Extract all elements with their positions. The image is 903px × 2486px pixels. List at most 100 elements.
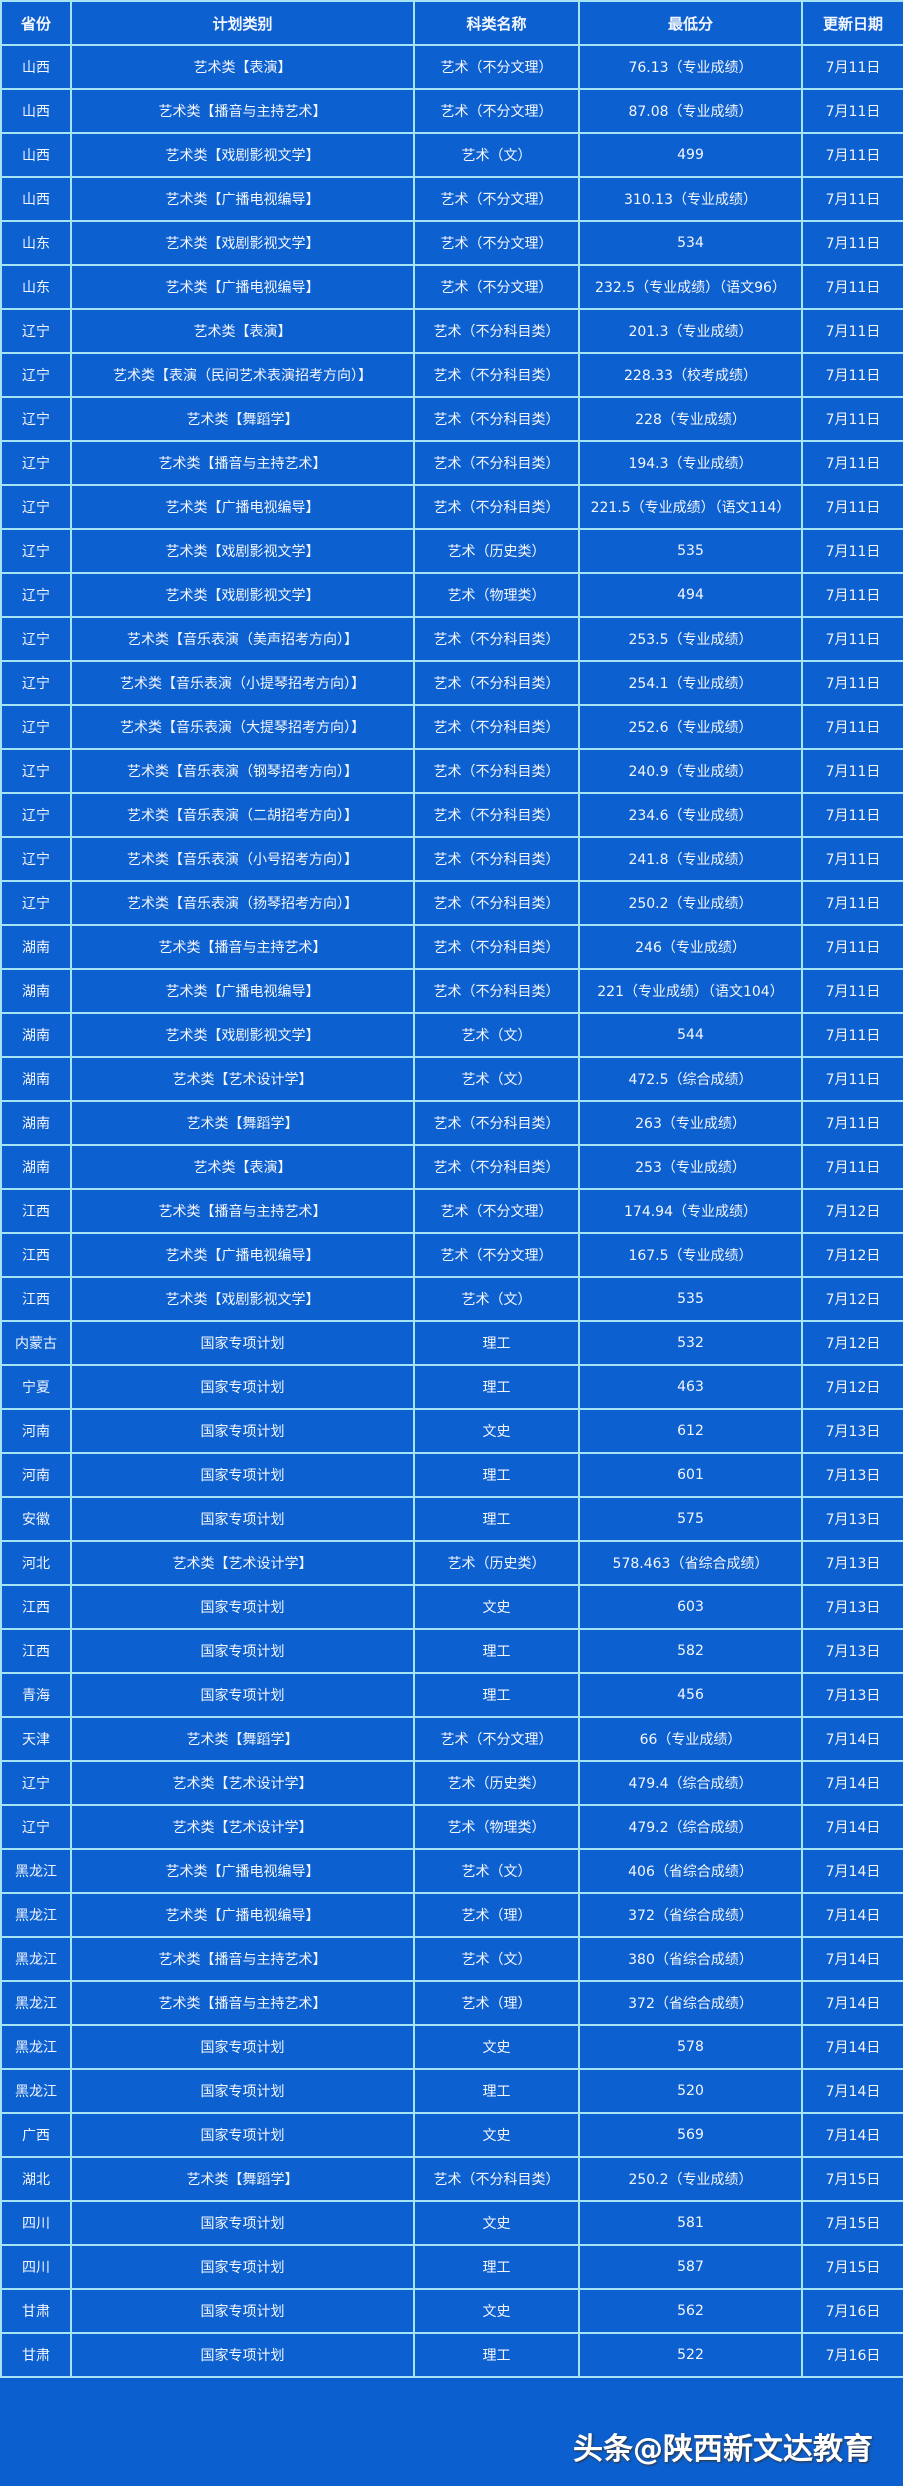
plan-category-cell: 艺术类【广播电视编导】 [70, 1892, 415, 1938]
plan-category-cell: 艺术类【艺术设计学】 [70, 1804, 415, 1850]
table-row: 甘肃 国家专项计划 理工 522 7月16日 [0, 2332, 903, 2378]
min-score-cell: 575 [578, 1496, 803, 1542]
province-cell: 辽宁 [0, 528, 72, 574]
min-score-cell: 578.463（省综合成绩） [578, 1540, 803, 1586]
plan-category-cell: 艺术类【播音与主持艺术】 [70, 1980, 415, 2026]
province-cell: 湖南 [0, 1100, 72, 1146]
update-date-cell: 7月11日 [801, 528, 903, 574]
subject-cell: 艺术（文） [413, 1056, 580, 1102]
province-cell: 辽宁 [0, 396, 72, 442]
update-date-cell: 7月11日 [801, 660, 903, 706]
table-row: 湖南 艺术类【舞蹈学】 艺术（不分科目类） 263（专业成绩） 7月11日 [0, 1100, 903, 1146]
update-date-cell: 7月15日 [801, 2200, 903, 2246]
province-cell: 黑龙江 [0, 2024, 72, 2070]
update-date-cell: 7月15日 [801, 2244, 903, 2290]
update-date-cell: 7月14日 [801, 2112, 903, 2158]
update-date-cell: 7月14日 [801, 1760, 903, 1806]
table-row: 江西 艺术类【广播电视编导】 艺术（不分文理） 167.5（专业成绩） 7月12日 [0, 1232, 903, 1278]
min-score-cell: 534 [578, 220, 803, 266]
min-score-cell: 250.2（专业成绩） [578, 880, 803, 926]
min-score-cell: 174.94（专业成绩） [578, 1188, 803, 1234]
table-body: 山西 艺术类【表演】 艺术（不分文理） 76.13（专业成绩） 7月11日 山西 艺术类【播… [0, 44, 903, 2378]
min-score-cell: 479.4（综合成绩） [578, 1760, 803, 1806]
update-date-cell: 7月11日 [801, 44, 903, 90]
header-plan-category: 计划类别 [70, 0, 415, 46]
update-date-cell: 7月11日 [801, 264, 903, 310]
province-cell: 江西 [0, 1584, 72, 1630]
plan-category-cell: 艺术类【舞蹈学】 [70, 2156, 415, 2202]
province-cell: 湖南 [0, 1012, 72, 1058]
province-cell: 山西 [0, 176, 72, 222]
header-province: 省份 [0, 0, 72, 46]
subject-cell: 理工 [413, 1628, 580, 1674]
subject-cell: 理工 [413, 1364, 580, 1410]
subject-cell: 艺术（历史类） [413, 528, 580, 574]
plan-category-cell: 艺术类【广播电视编导】 [70, 264, 415, 310]
min-score-cell: 194.3（专业成绩） [578, 440, 803, 486]
update-date-cell: 7月11日 [801, 1100, 903, 1146]
min-score-cell: 562 [578, 2288, 803, 2334]
update-date-cell: 7月13日 [801, 1408, 903, 1454]
update-date-cell: 7月11日 [801, 968, 903, 1014]
plan-category-cell: 艺术类【播音与主持艺术】 [70, 1188, 415, 1234]
table-row: 江西 艺术类【戏剧影视文学】 艺术（文） 535 7月12日 [0, 1276, 903, 1322]
province-cell: 四川 [0, 2200, 72, 2246]
table-row: 湖南 艺术类【广播电视编导】 艺术（不分科目类） 221（专业成绩）（语文104） 7月… [0, 968, 903, 1014]
table-row: 江西 国家专项计划 文史 603 7月13日 [0, 1584, 903, 1630]
header-subject: 科类名称 [413, 0, 580, 46]
province-cell: 黑龙江 [0, 1936, 72, 1982]
plan-category-cell: 艺术类【戏剧影视文学】 [70, 1012, 415, 1058]
subject-cell: 文史 [413, 2288, 580, 2334]
min-score-cell: 372（省综合成绩） [578, 1980, 803, 2026]
plan-category-cell: 艺术类【音乐表演（小号招考方向）】 [70, 836, 415, 882]
update-date-cell: 7月14日 [801, 1804, 903, 1850]
min-score-cell: 253.5（专业成绩） [578, 616, 803, 662]
province-cell: 广西 [0, 2112, 72, 2158]
table-row: 辽宁 艺术类【舞蹈学】 艺术（不分科目类） 228（专业成绩） 7月11日 [0, 396, 903, 442]
min-score-cell: 603 [578, 1584, 803, 1630]
update-date-cell: 7月13日 [801, 1540, 903, 1586]
table-row: 江西 国家专项计划 理工 582 7月13日 [0, 1628, 903, 1674]
table-row: 辽宁 艺术类【表演】 艺术（不分科目类） 201.3（专业成绩） 7月11日 [0, 308, 903, 354]
min-score-cell: 310.13（专业成绩） [578, 176, 803, 222]
province-cell: 湖南 [0, 968, 72, 1014]
min-score-cell: 479.2（综合成绩） [578, 1804, 803, 1850]
table-row: 辽宁 艺术类【播音与主持艺术】 艺术（不分科目类） 194.3（专业成绩） 7月11日 [0, 440, 903, 486]
subject-cell: 艺术（不分文理） [413, 220, 580, 266]
min-score-cell: 221（专业成绩）（语文104） [578, 968, 803, 1014]
update-date-cell: 7月11日 [801, 220, 903, 266]
min-score-cell: 532 [578, 1320, 803, 1366]
subject-cell: 艺术（文） [413, 1848, 580, 1894]
province-cell: 湖南 [0, 1144, 72, 1190]
plan-category-cell: 国家专项计划 [70, 1320, 415, 1366]
table-row: 湖北 艺术类【舞蹈学】 艺术（不分科目类） 250.2（专业成绩） 7月15日 [0, 2156, 903, 2202]
table-row: 辽宁 艺术类【艺术设计学】 艺术（物理类） 479.2（综合成绩） 7月14日 [0, 1804, 903, 1850]
table-row: 辽宁 艺术类【音乐表演（钢琴招考方向）】 艺术（不分科目类） 240.9（专业成绩） 7… [0, 748, 903, 794]
min-score-cell: 535 [578, 1276, 803, 1322]
min-score-cell: 240.9（专业成绩） [578, 748, 803, 794]
subject-cell: 艺术（不分科目类） [413, 924, 580, 970]
min-score-cell: 520 [578, 2068, 803, 2114]
province-cell: 甘肃 [0, 2288, 72, 2334]
plan-category-cell: 艺术类【戏剧影视文学】 [70, 220, 415, 266]
table-row: 黑龙江 艺术类【播音与主持艺术】 艺术（文） 380（省综合成绩） 7月14日 [0, 1936, 903, 1982]
subject-cell: 艺术（不分文理） [413, 44, 580, 90]
table-row: 黑龙江 艺术类【广播电视编导】 艺术（理） 372（省综合成绩） 7月14日 [0, 1892, 903, 1938]
subject-cell: 艺术（不分科目类） [413, 616, 580, 662]
province-cell: 河北 [0, 1540, 72, 1586]
admission-scores-table: 省份 计划类别 科类名称 最低分 更新日期 山西 艺术类【表演】 艺术（不分文理） 7… [0, 0, 903, 2378]
min-score-cell: 587 [578, 2244, 803, 2290]
plan-category-cell: 艺术类【播音与主持艺术】 [70, 440, 415, 486]
update-date-cell: 7月11日 [801, 440, 903, 486]
table-row: 辽宁 艺术类【音乐表演（大提琴招考方向）】 艺术（不分科目类） 252.6（专业成绩）… [0, 704, 903, 750]
plan-category-cell: 艺术类【广播电视编导】 [70, 1232, 415, 1278]
update-date-cell: 7月11日 [801, 572, 903, 618]
table-row: 河南 国家专项计划 理工 601 7月13日 [0, 1452, 903, 1498]
table-row: 辽宁 艺术类【戏剧影视文学】 艺术（历史类） 535 7月11日 [0, 528, 903, 574]
table-row: 辽宁 艺术类【音乐表演（小提琴招考方向）】 艺术（不分科目类） 254.1（专业成绩）… [0, 660, 903, 706]
plan-category-cell: 国家专项计划 [70, 2332, 415, 2378]
province-cell: 安徽 [0, 1496, 72, 1542]
subject-cell: 艺术（不分科目类） [413, 968, 580, 1014]
update-date-cell: 7月11日 [801, 616, 903, 662]
update-date-cell: 7月15日 [801, 2156, 903, 2202]
